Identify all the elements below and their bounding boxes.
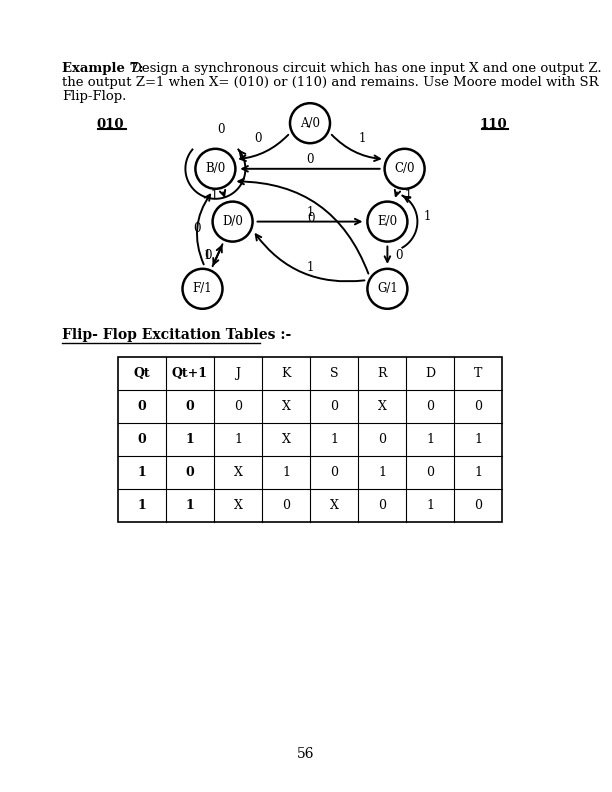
Text: D: D [425,367,435,380]
Text: the output Z=1 when X= (010) or (110) and remains. Use Moore model with SR: the output Z=1 when X= (010) or (110) an… [62,76,599,89]
Text: 1: 1 [138,466,146,479]
Text: 0: 0 [330,400,338,413]
Text: Qt+1: Qt+1 [172,367,208,380]
Text: 1: 1 [234,433,242,446]
Text: 1: 1 [307,206,314,219]
Text: 1: 1 [138,499,146,512]
Text: 0: 0 [378,433,386,446]
Text: 0: 0 [282,499,290,512]
Text: 56: 56 [297,747,315,761]
Text: J: J [236,367,241,380]
Text: T: T [474,367,482,380]
Text: 0: 0 [378,499,386,512]
Text: 1: 1 [426,499,434,512]
Text: 0: 0 [474,400,482,413]
Text: G/1: G/1 [377,282,398,295]
Text: 0: 0 [426,466,434,479]
Text: X: X [282,433,291,446]
Text: R: R [377,367,387,380]
Text: X: X [282,400,291,413]
Text: Flip-Flop.: Flip-Flop. [62,90,126,103]
Text: Flip- Flop Excitation Tables :-: Flip- Flop Excitation Tables :- [62,328,291,342]
Text: 1: 1 [359,131,366,144]
Text: 010: 010 [96,117,124,131]
Text: X: X [330,499,338,512]
Text: 0: 0 [308,212,315,225]
Text: X: X [234,466,242,479]
Text: 0: 0 [185,400,195,413]
Text: 0: 0 [185,466,195,479]
Text: 0: 0 [193,223,201,235]
Text: 1: 1 [185,499,195,512]
Text: B/0: B/0 [205,162,226,175]
Text: 0: 0 [306,154,314,166]
Text: 1: 1 [204,249,211,261]
Text: 1: 1 [185,433,195,446]
Text: Qt: Qt [133,367,151,380]
Text: Design a synchronous circuit which has one input X and one output Z.: Design a synchronous circuit which has o… [127,62,602,75]
Text: 1: 1 [474,466,482,479]
Text: C/0: C/0 [394,162,415,175]
Text: X: X [378,400,386,413]
Text: 0: 0 [426,400,434,413]
Text: Example 7:: Example 7: [62,62,144,75]
Text: 1: 1 [424,210,431,223]
Text: 1: 1 [405,188,412,202]
Text: 1: 1 [426,433,434,446]
Text: 1: 1 [307,261,314,274]
Text: 0: 0 [474,499,482,512]
Text: 1: 1 [282,466,290,479]
Text: K: K [282,367,291,380]
Text: 0: 0 [138,400,146,413]
Text: 1: 1 [330,433,338,446]
Text: 0: 0 [218,123,225,135]
Text: 0: 0 [395,249,403,261]
Text: 0: 0 [138,433,146,446]
Text: X: X [234,499,242,512]
Text: 1: 1 [378,466,386,479]
Bar [118,357,502,522]
Text: 1: 1 [474,433,482,446]
Text: S: S [330,367,338,380]
Text: 110: 110 [479,117,507,131]
Text: E/0: E/0 [378,215,397,228]
Text: A/0: A/0 [300,116,320,130]
Text: 0: 0 [234,400,242,413]
Text: F/1: F/1 [193,282,212,295]
Text: 0: 0 [254,131,261,144]
Text: D/0: D/0 [222,215,243,228]
Text: 0: 0 [330,466,338,479]
Text: 0: 0 [204,249,211,261]
Text: 1: 1 [211,188,218,202]
